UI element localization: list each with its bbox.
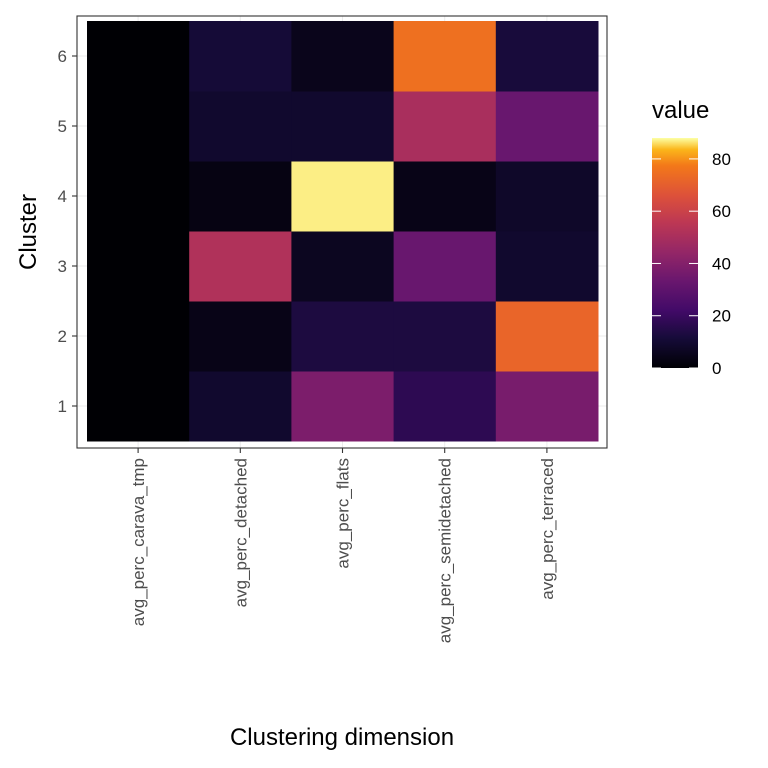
heatmap-cell [393,91,497,162]
legend-tick-label: 60 [712,202,731,221]
heatmap-cell [291,231,395,302]
heatmap-cell [87,301,190,372]
heatmap-cell [495,21,599,92]
heatmap-cell [87,231,190,302]
legend-tick-label: 80 [712,150,731,169]
legend-ticks: 0 20 40 60 80 [652,150,731,378]
heatmap-cell [393,21,497,92]
heatmap-cell [495,231,599,302]
legend-colorbar [652,138,698,368]
y-tick-label: 6 [58,47,67,66]
legend-title: value [652,97,709,124]
legend-tick-label: 20 [712,307,731,326]
x-axis-title: Clustering dimension [230,724,454,751]
heatmap-cell [189,161,292,232]
heatmap-cell [291,91,395,162]
y-tick-label: 1 [58,397,67,416]
y-tick-label: 3 [58,257,67,276]
heatmap-cell [393,161,497,232]
x-tick-label: avg_perc_flats [334,458,353,569]
heatmap-cell [495,301,599,372]
heatmap-cell [393,371,497,442]
heatmap-cell [495,161,599,232]
heatmap-cell [87,371,190,442]
heatmap-cell [291,161,395,232]
heatmap-cell [291,371,395,442]
heatmap-tiles [87,21,599,442]
x-tick-label: avg_perc_detached [231,458,250,607]
y-tick-label: 5 [58,117,67,136]
heatmap-cell [495,371,599,442]
axes: 1 2 3 4 5 6 avg_perc_carava_tmp avg_perc_detach… [58,47,557,643]
heatmap-cell [189,91,292,162]
heatmap-cell [189,231,292,302]
heatmap-cell [393,231,497,302]
x-tick-label: avg_perc_semidetached [436,458,455,643]
heatmap-cell [291,21,395,92]
heatmap-cell [189,371,292,442]
x-tick-label: avg_perc_carava_tmp [129,458,148,626]
heatmap-cell [189,301,292,372]
heatmap-cell [87,21,190,92]
heatmap-cell [291,301,395,372]
x-tick-label: avg_perc_terraced [538,458,557,600]
heatmap-cell [87,161,190,232]
heatmap-cell [87,91,190,162]
legend-tick-label: 0 [712,359,721,378]
y-tick-label: 4 [58,187,67,206]
heatmap-cell [189,21,292,92]
heatmap-cell [393,301,497,372]
y-tick-label: 2 [58,327,67,346]
legend-tick-label: 40 [712,254,731,273]
heatmap-cell [495,91,599,162]
y-axis-title: Cluster [15,194,42,270]
